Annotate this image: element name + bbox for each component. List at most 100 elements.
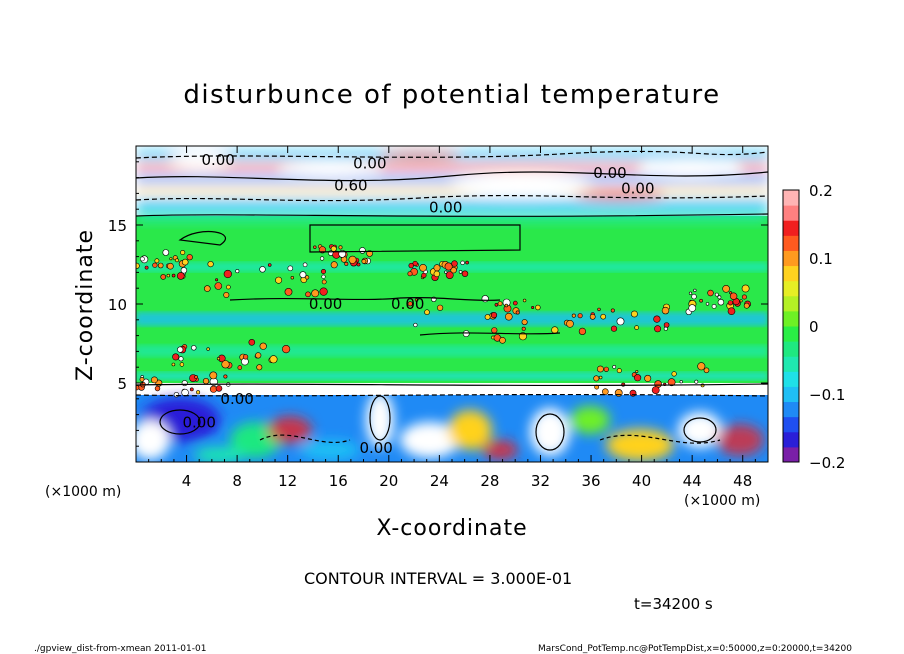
- noise-patch: [597, 307, 601, 312]
- noise-patch: [321, 279, 327, 285]
- noise-patch: [433, 270, 440, 278]
- noise-patch: [458, 270, 463, 274]
- noise-patch: [699, 298, 703, 303]
- contour-label: 0.60: [334, 177, 367, 195]
- colorbar-swatch: [783, 295, 799, 312]
- noise-patch: [522, 298, 527, 303]
- noise-patch: [284, 287, 293, 296]
- noise-patch: [671, 371, 677, 377]
- noise-patch: [644, 374, 652, 382]
- noise-patch: [189, 387, 194, 392]
- colorbar-swatch: [783, 416, 799, 433]
- noise-patch: [180, 267, 188, 274]
- noise-patch: [654, 325, 662, 333]
- noise-patch: [299, 271, 307, 279]
- footer-left: ./gpview_dist-from-xmean 2011-01-01: [34, 644, 206, 654]
- contour-label: 0.00: [359, 439, 392, 457]
- noise-patch: [499, 336, 506, 344]
- x-tick-label: 28: [480, 472, 499, 490]
- noise-patch: [275, 276, 283, 284]
- noise-patch: [179, 362, 185, 367]
- contour-label: 0.00: [182, 414, 215, 432]
- contour-label: 0.00: [353, 154, 386, 172]
- noise-patch: [181, 258, 189, 266]
- noise-patch: [727, 300, 734, 306]
- noise-patch: [518, 332, 527, 341]
- noise-patch: [497, 301, 503, 306]
- noise-patch: [661, 306, 670, 315]
- noise-patch: [305, 275, 310, 280]
- noise-patch: [139, 256, 145, 262]
- footer-right: MarsCond_PotTemp.nc@PotTempDist,x=0:5000…: [538, 644, 852, 654]
- colorbar-tick-label: 0.2: [809, 182, 833, 200]
- noise-patch: [714, 292, 719, 297]
- noise-patch: [171, 362, 176, 367]
- noise-patch: [465, 260, 469, 265]
- noise-patch: [450, 266, 457, 274]
- noise-patch: [305, 291, 311, 298]
- noise-patch: [167, 262, 174, 270]
- noise-patch: [635, 369, 639, 373]
- noise-patch: [741, 284, 750, 293]
- y-axis-ticks: 5 10 15: [108, 161, 768, 447]
- noise-patch: [160, 274, 166, 280]
- noise-patch: [348, 255, 357, 264]
- noise-patch: [248, 338, 256, 346]
- noise-patch: [313, 245, 317, 249]
- colorbar-swatch: [783, 356, 799, 372]
- contour-label: 0.00: [220, 390, 253, 408]
- noise-patch: [421, 272, 427, 279]
- noise-patch: [653, 315, 661, 323]
- noise-patch: [729, 292, 738, 300]
- contour-labels: 0.00 0.000.600.000.000.000.00 0.000.000.00…: [182, 151, 654, 457]
- colorbar-ticks: 0.2 0.1 0 −0.1 −0.2: [809, 182, 845, 472]
- noise-patch: [741, 294, 747, 300]
- y-axis-unit: (×1000 m): [45, 484, 121, 500]
- colorbar-tick-label: 0: [809, 318, 819, 336]
- noise-patch: [631, 310, 638, 318]
- noise-patch: [705, 302, 710, 306]
- noise-patch: [535, 304, 541, 311]
- colorbar-swatch: [783, 326, 799, 342]
- noise-patch: [707, 289, 714, 297]
- noise-patch: [451, 260, 458, 267]
- contour-label: 0.00: [201, 151, 234, 169]
- y-tick-label: 5: [117, 375, 127, 393]
- x-tick-label: 44: [683, 472, 702, 490]
- noise-patch: [144, 265, 149, 270]
- noise-patch: [663, 322, 670, 328]
- x-axis-unit: (×1000 m): [684, 493, 760, 509]
- noise-patch: [311, 289, 320, 298]
- noise-patch: [136, 385, 140, 391]
- noise-patch: [171, 273, 176, 278]
- noise-patch: [226, 284, 231, 290]
- noise-patch: [521, 326, 526, 331]
- colorbar-tick-label: −0.1: [809, 386, 845, 404]
- noise-patch: [494, 302, 499, 307]
- x-tick-label: 48: [733, 472, 752, 490]
- noise-patch: [424, 309, 430, 316]
- noise-patch: [202, 378, 210, 385]
- noise-patch: [407, 271, 413, 277]
- noise-patch: [651, 386, 660, 394]
- y-tick-label: 15: [108, 217, 127, 235]
- noise-patch: [235, 269, 240, 274]
- noise-patch: [444, 270, 448, 274]
- noise-patch: [191, 345, 197, 351]
- noise-patch: [356, 262, 361, 267]
- noise-patch: [629, 389, 637, 397]
- noise-patch: [177, 346, 184, 353]
- noise-patch: [616, 317, 625, 326]
- noise-patch: [290, 276, 294, 280]
- noise-patch: [215, 278, 219, 282]
- x-tick-label: 20: [379, 472, 398, 490]
- noise-patch: [504, 303, 508, 308]
- colorbar-swatch: [783, 386, 799, 403]
- noise-patch: [214, 282, 223, 290]
- noise-patch: [437, 304, 444, 311]
- noise-patch: [204, 285, 211, 292]
- noise-patch: [634, 325, 639, 330]
- noise-patch: [743, 302, 750, 309]
- colorbar-frame: [782, 189, 800, 463]
- x-axis-label: X-coordinate: [376, 516, 527, 541]
